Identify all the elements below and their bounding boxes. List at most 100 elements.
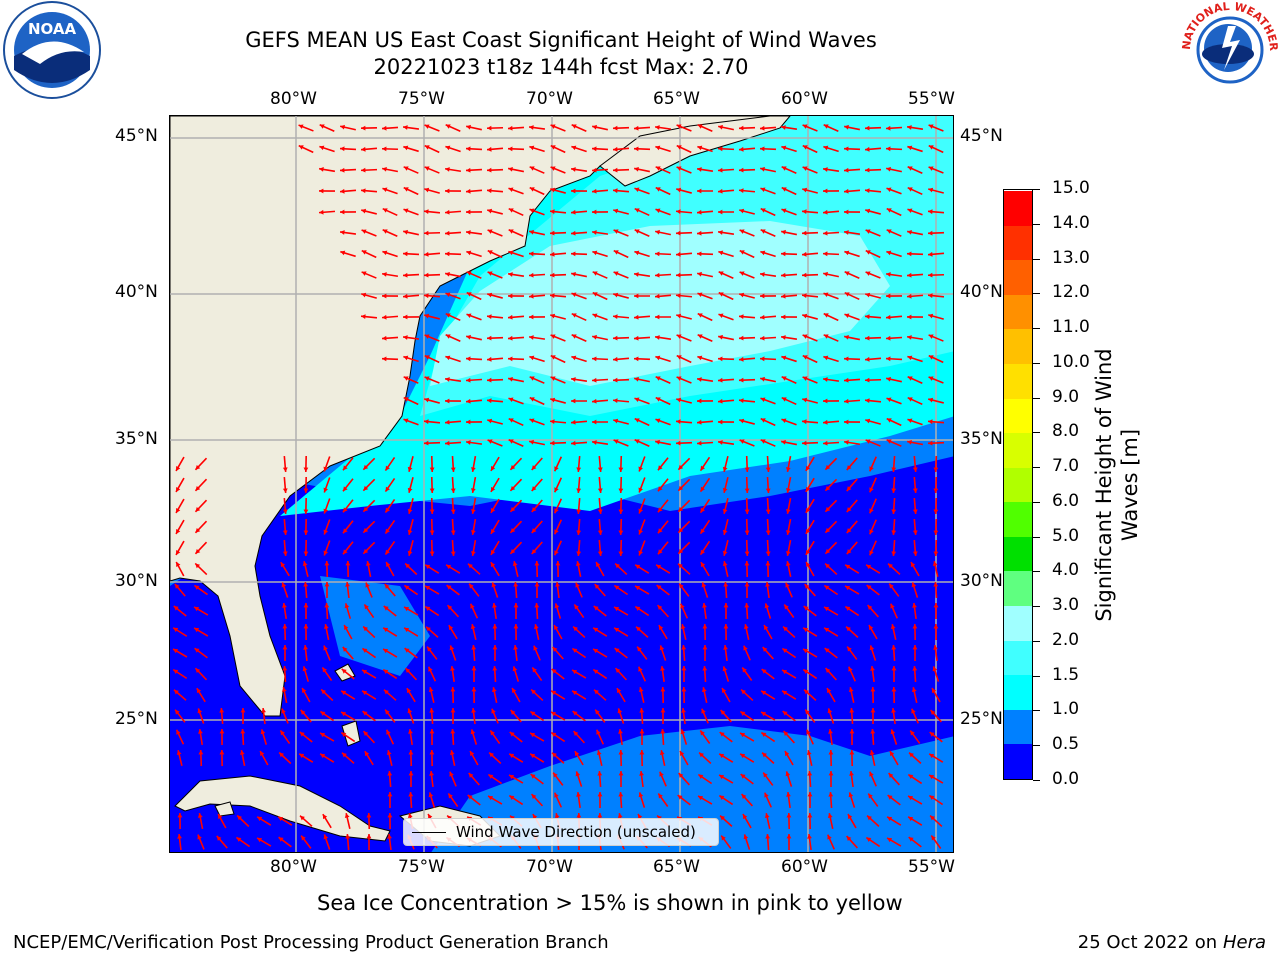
wave-direction-arrowhead [597,509,603,514]
wave-direction-arrowhead [760,314,765,320]
wave-direction-arrowhead [802,293,807,299]
wave-direction-arrowhead [488,774,494,779]
wave-direction-arrowhead [761,732,767,737]
wave-direction-arrowhead [403,125,408,130]
chart-title-line2: 20221023 t18z 144h fcst Max: 2.70 [373,55,749,79]
wave-direction-arrowhead [933,509,939,514]
wave-direction-arrowhead [551,669,557,674]
wave-direction-arrowhead [681,645,687,650]
wave-direction-arrowhead [383,627,389,633]
wave-direction-arrowhead [634,166,639,172]
wave-direction-arrowhead [865,188,870,194]
wave-direction-arrowhead [551,690,557,696]
wave-direction-arrowhead [849,729,855,734]
wave-direction-arrowhead [445,440,450,446]
wave-direction-arrowhead [303,530,309,535]
colorbar-bin [1004,467,1032,503]
wave-direction-arrowhead [173,669,179,675]
wave-direction-arrowhead [197,813,203,818]
wave-direction-arrowhead [303,467,309,472]
wave-direction-arrowhead [554,813,560,819]
wave-direction-arrowhead [676,166,682,171]
wave-direction-arrowhead [638,529,643,535]
wave-direction-arrowhead [428,666,433,672]
footer-left: NCEP/EMC/Verification Post Processing Pr… [13,932,609,953]
wave-direction-arrowhead [741,689,746,695]
colorbar-bin [1004,398,1032,434]
wave-direction-arrowhead [592,250,598,256]
wave-direction-arrowhead [676,334,682,339]
wave-direction-arrowhead [784,604,789,610]
wave-direction-arrowhead [891,488,897,493]
colorbar-tick [1033,432,1040,434]
wave-direction-arrowhead [655,166,661,171]
wave-direction-arrowhead [237,815,243,821]
wave-direction-arrowhead [656,585,662,590]
wave-direction-arrowhead [404,585,410,590]
wave-direction-arrowhead [764,625,769,631]
wave-direction-arrowhead [529,355,535,361]
wave-direction-arrowhead [550,293,555,299]
wave-direction-arrowhead [529,272,534,278]
wave-direction-arrowhead [362,648,368,653]
wave-direction-arrowhead [466,419,471,425]
wave-direction-arrowhead [571,209,576,215]
wave-direction-arrowhead [655,293,660,299]
wave-direction-arrowhead [781,335,786,340]
wave-direction-arrowhead [508,439,514,444]
wave-direction-arrowhead [744,509,750,514]
wave-direction-arrowhead [613,439,619,444]
wave-direction-arrowhead [908,795,914,801]
wave-direction-arrowhead [362,669,368,675]
wave-direction-arrowhead [387,771,393,776]
wave-direction-arrowhead [449,750,455,755]
wave-direction-arrowhead [343,507,348,513]
wave-direction-arrowhead [785,771,791,777]
wave-direction-arrowhead [195,548,201,554]
wave-direction-arrowhead [765,551,771,556]
wave-direction-arrowhead [846,507,852,513]
wave-direction-arrowhead [760,229,766,234]
wave-direction-arrowhead [760,418,766,423]
wave-direction-arrowhead [572,711,578,716]
wave-direction-arrowhead [301,835,306,841]
wave-direction-arrowhead [765,530,771,535]
wave-direction-arrowhead [823,167,828,172]
wave-direction-arrowhead [592,188,597,194]
wave-direction-arrowhead [386,729,391,735]
wave-direction-arrowhead [403,229,408,235]
colorbar-bin [1004,259,1032,295]
wave-direction-arrowhead [576,467,582,472]
wave-direction-arrowhead [933,467,939,472]
wave-direction-arrowhead [739,418,745,424]
wave-direction-arrowhead [803,627,809,633]
wave-direction-arrowhead [720,815,725,821]
wave-direction-arrowhead [550,419,555,425]
wave-direction-arrowhead [886,166,891,172]
colorbar-bin [1004,328,1032,364]
wave-direction-arrowhead [446,564,452,570]
wave-direction-arrowhead [387,813,393,818]
colorbar-tick-label: 8.0 [1052,421,1080,442]
wave-direction-arrowhead [765,834,771,839]
wave-direction-arrowhead [786,792,791,797]
wave-direction-arrowhead [760,376,765,382]
wave-direction-arrowhead [781,314,786,320]
wave-direction-arrowhead [806,729,811,735]
wave-direction-arrowhead [802,187,808,193]
wave-direction-arrowhead [844,356,849,362]
colorbar-tick [1033,293,1040,295]
wave-direction-arrowhead [471,708,476,713]
wave-direction-arrowhead [512,561,518,567]
wave-direction-arrowhead [639,750,645,755]
wave-direction-arrowhead [907,397,913,402]
wave-direction-arrowhead [197,708,203,714]
wave-height-map [169,115,954,853]
wave-direction-arrowhead [466,250,472,256]
wave-direction-arrowhead [886,376,891,382]
wave-direction-arrowhead [655,145,661,151]
wave-direction-arrowhead [466,313,472,318]
wave-direction-arrowhead [739,250,745,255]
wave-direction-arrowhead [848,687,854,692]
wave-direction-arrowhead [869,645,875,651]
